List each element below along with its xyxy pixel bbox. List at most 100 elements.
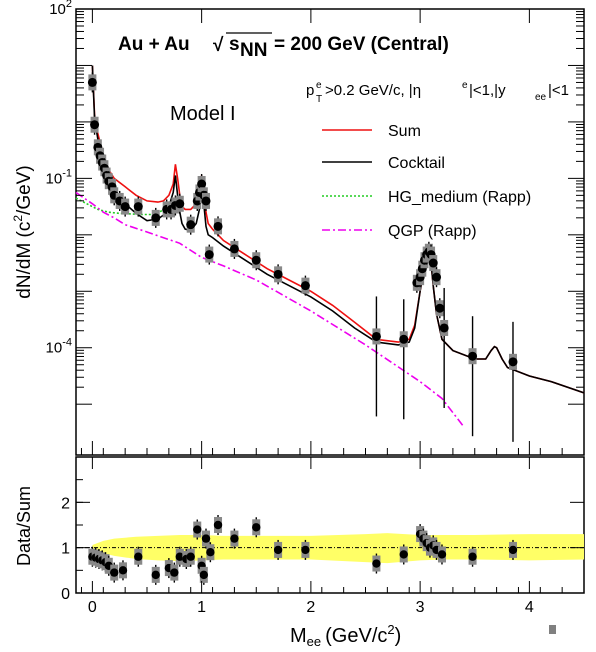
ratio-marker (134, 552, 143, 561)
ratio-marker (199, 570, 209, 580)
y-axis-title-bottom: Data/Sum (14, 486, 34, 566)
spectrum-marker (439, 323, 449, 333)
spectrum-point (300, 275, 310, 296)
legend-label-sum: Sum (388, 123, 421, 140)
ratio-point (118, 560, 128, 581)
spectrum-point (201, 190, 211, 211)
ratio-marker (508, 545, 518, 555)
y-axis-title-top: dN/dM (c2/GeV) (11, 165, 35, 298)
legend-label-hg: HG_medium (Rapp) (388, 189, 531, 206)
spectrum-marker (273, 269, 283, 279)
spectrum-point (468, 316, 478, 437)
ratio-point (468, 546, 477, 567)
x-tick-label: 2 (306, 599, 315, 616)
spectrum-point (175, 193, 185, 214)
ratio-marker (206, 548, 215, 557)
ratio-marker (399, 550, 408, 559)
model-annotation: Model I (170, 103, 236, 125)
ratio-marker (230, 534, 239, 543)
y-tick-label: 10-4 (46, 337, 72, 357)
spectrum-marker (251, 255, 261, 265)
spectrum-marker (468, 351, 478, 361)
spectrum-marker (428, 258, 438, 268)
ratio-point (301, 539, 310, 560)
ratio-point (170, 562, 179, 583)
ratio-point (193, 519, 202, 540)
svg-text:dN/dM (c2/GeV): dN/dM (c2/GeV) (11, 165, 35, 298)
spectrum-point (120, 196, 130, 217)
stray-marker (549, 625, 556, 634)
x-axis-title: Mee (GeV/c2) (290, 622, 401, 649)
ratio-marker (186, 552, 195, 561)
ratio-marker (201, 534, 211, 543)
top-panel-frame (75, 8, 585, 456)
legend: Sum Cocktail HG_medium (Rapp) QGP (Rapp) (322, 123, 531, 240)
legend-label-cocktail: Cocktail (388, 155, 445, 172)
spectrum-point (151, 207, 161, 228)
ratio-marker (273, 545, 283, 555)
spectrum-marker (371, 331, 381, 341)
svg-text:ee: ee (535, 92, 547, 103)
spectrum-point (273, 264, 283, 285)
ratio-point (151, 564, 160, 585)
spectrum-marker (204, 250, 214, 260)
spectrum-marker (399, 334, 409, 344)
svg-text:p: p (306, 82, 314, 99)
spectrum-point (439, 287, 449, 408)
energy-label: = 200 GeV (Central) (274, 34, 449, 55)
ratio-point (206, 542, 215, 563)
spectrum-point (371, 296, 381, 417)
data-points-ratio (88, 515, 518, 585)
ratio-marker (437, 550, 447, 559)
energy-symbol: s (229, 34, 240, 55)
svg-text:e: e (462, 80, 468, 91)
ratio-point (273, 539, 283, 560)
series-line-qgp-rapp (75, 191, 465, 428)
spectrum-point (133, 196, 143, 217)
ratio-marker (252, 523, 261, 532)
ratio-y-tick-label: 0 (61, 586, 70, 603)
x-tick-label: 3 (416, 599, 425, 616)
spectrum-point (251, 250, 261, 271)
ratio-marker (118, 566, 128, 575)
spectrum-point (213, 216, 223, 237)
ratio-point (213, 515, 223, 535)
ratio-y-tick-label: 2 (61, 495, 70, 512)
ratio-marker (175, 552, 184, 561)
spectrum-point (204, 244, 214, 265)
svg-text:T: T (316, 94, 322, 105)
ratio-point (372, 553, 381, 574)
energy-subscript: NN (240, 40, 267, 61)
chart-title: Au + Au (118, 34, 190, 55)
spectrum-point (87, 72, 97, 93)
spectrum-marker (229, 244, 239, 254)
model-curves (75, 65, 585, 428)
ratio-point (175, 546, 184, 567)
legend-label-qgp: QGP (Rapp) (388, 223, 477, 240)
ratio-marker (151, 570, 160, 580)
data-points-spectrum (87, 72, 518, 442)
ratio-point (199, 564, 209, 585)
ratio-marker (110, 568, 119, 577)
ratio-y-tick-label: 1 (61, 541, 70, 558)
x-tick-label: 4 (525, 599, 534, 616)
spectrum-marker (90, 120, 100, 130)
ratio-point (437, 544, 447, 565)
svg-text:Mee(GeV/c2): Mee (GeV/c2) (290, 622, 401, 649)
ratio-point (110, 562, 119, 583)
svg-text:|<1,|y: |<1,|y (469, 82, 506, 99)
svg-text:|<1: |<1 (548, 82, 569, 99)
ratio-point (508, 539, 518, 560)
spectrum-marker (300, 281, 310, 291)
ratio-marker (170, 568, 179, 577)
spectrum-marker (213, 221, 223, 231)
y-tick-label: 102 (49, 0, 72, 18)
ratio-marker (301, 545, 310, 555)
spectrum-marker (432, 272, 442, 282)
cuts-annotation: p e T >0.2 GeV/c, |η e |<1,|y ee |<1 (306, 80, 569, 105)
spectrum-point (432, 267, 442, 288)
sqrt-sign: √ (213, 35, 224, 56)
svg-text:e: e (316, 80, 322, 91)
ratio-marker (468, 552, 477, 561)
spectrum-marker (87, 77, 97, 87)
